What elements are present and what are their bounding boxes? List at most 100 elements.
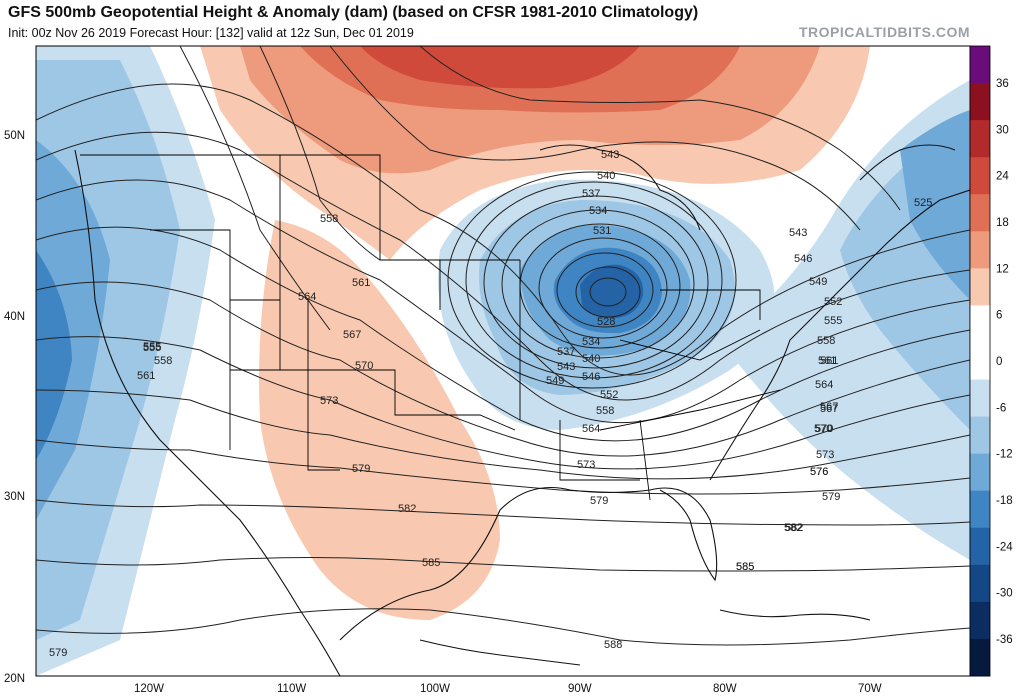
coastlines bbox=[74, 144, 970, 676]
contour-label: 561 bbox=[820, 355, 838, 367]
colorbar-label: -36 bbox=[996, 634, 1013, 646]
latitude-axis: 50N 40N 30N 20N bbox=[4, 130, 25, 685]
contour-label: 546 bbox=[582, 371, 600, 383]
colorbar-label: -24 bbox=[996, 541, 1013, 553]
contour-label: 543 bbox=[789, 227, 807, 239]
contour-label: 531 bbox=[593, 225, 611, 237]
contour-label: 564 bbox=[582, 423, 600, 435]
contour-label: 579 bbox=[49, 647, 67, 659]
colorbar-swatch bbox=[970, 527, 990, 566]
contour-label: 564 bbox=[815, 379, 833, 391]
colorbar-swatch bbox=[970, 46, 990, 84]
contour-label: 558 bbox=[596, 405, 614, 417]
contour-labels: 543 540 537 534 531 528 534 537 540 543 … bbox=[49, 149, 932, 659]
contour-label: 525 bbox=[914, 197, 932, 209]
colorbar-swatch bbox=[970, 601, 990, 640]
colorbar-swatch bbox=[970, 490, 990, 529]
lon-label: 80W bbox=[713, 683, 737, 695]
lon-label: 90W bbox=[568, 683, 592, 695]
colorbar-label: 36 bbox=[996, 78, 1009, 90]
contour-label: 570 bbox=[815, 423, 833, 435]
colorbar-swatch bbox=[970, 416, 990, 455]
contour-label: 540 bbox=[582, 353, 600, 365]
colorbar-swatch bbox=[970, 194, 990, 232]
contour-label: 567 bbox=[820, 401, 838, 413]
contour-label: 558 bbox=[817, 335, 835, 347]
contour-label: 558 bbox=[154, 355, 172, 367]
lat-label: 30N bbox=[4, 491, 25, 503]
contour-label: 579 bbox=[822, 491, 840, 503]
site-watermark: TROPICALTIDBITS.COM bbox=[798, 24, 970, 40]
contour-label: 540 bbox=[597, 170, 615, 182]
contour-label: 564 bbox=[298, 291, 316, 303]
colorbar-label: 24 bbox=[996, 171, 1009, 183]
colorbar-label: -18 bbox=[996, 495, 1013, 507]
colorbar-label: 6 bbox=[996, 310, 1002, 322]
contour-label: 582 bbox=[784, 522, 802, 534]
longitude-axis: 120W 110W 100W 90W 80W 70W bbox=[134, 683, 882, 695]
contour-label: 582 bbox=[785, 522, 803, 534]
contour-label: 534 bbox=[589, 205, 607, 217]
state-boundaries bbox=[80, 154, 781, 501]
colorbar-label: -6 bbox=[996, 402, 1006, 414]
contour-label: 579 bbox=[352, 463, 370, 475]
colorbar-swatch bbox=[970, 342, 990, 381]
contour-label: 534 bbox=[582, 336, 600, 348]
contour-label: 573 bbox=[816, 449, 834, 461]
contour-label: 576 bbox=[810, 466, 828, 478]
contour-label: 555 bbox=[143, 342, 161, 354]
colorbar: 36 30 24 18 12 6 0 -6 -12 -18 -24 -30 -36 bbox=[969, 45, 1013, 677]
contour-label: 579 bbox=[590, 495, 608, 507]
colorbar-swatch bbox=[970, 83, 990, 121]
contour-label: 552 bbox=[824, 296, 842, 308]
lon-label: 110W bbox=[277, 683, 306, 695]
colorbar-swatch bbox=[970, 231, 990, 269]
colorbar-swatch bbox=[970, 379, 990, 418]
colorbar-swatch bbox=[970, 453, 990, 492]
contour-label: 573 bbox=[320, 395, 338, 407]
contour-label: 549 bbox=[546, 375, 564, 387]
contour-label: 555 bbox=[824, 315, 842, 327]
lat-label: 50N bbox=[4, 130, 25, 142]
colorbar-swatch bbox=[970, 120, 990, 158]
contour-label: 537 bbox=[557, 346, 575, 358]
contour-label: 558 bbox=[320, 213, 338, 225]
colorbar-label: 0 bbox=[996, 356, 1002, 368]
colorbar-swatch bbox=[970, 564, 990, 603]
lon-label: 100W bbox=[420, 683, 450, 695]
contour-label: 543 bbox=[557, 361, 575, 373]
lon-label: 120W bbox=[134, 683, 164, 695]
contour-label: 573 bbox=[577, 459, 595, 471]
contour-label: 582 bbox=[398, 503, 416, 515]
contour-label: 585 bbox=[736, 561, 754, 573]
contour-label: 561 bbox=[352, 277, 370, 289]
contour-label: 570 bbox=[355, 360, 373, 372]
contour-label: 561 bbox=[137, 370, 155, 382]
colorbar-swatch bbox=[970, 305, 990, 343]
contour-label: 567 bbox=[343, 329, 361, 341]
lon-label: 70W bbox=[858, 683, 882, 695]
map-subtitle: Init: 00z Nov 26 2019 Forecast Hour: [13… bbox=[8, 26, 414, 40]
colorbar-swatch bbox=[970, 157, 990, 195]
colorbar-label: 30 bbox=[996, 124, 1009, 136]
contour-label: 543 bbox=[601, 149, 619, 161]
colorbar-label: -12 bbox=[996, 449, 1013, 461]
colorbar-swatch bbox=[970, 268, 990, 306]
contour-label: 585 bbox=[422, 557, 440, 569]
map-title: GFS 500mb Geopotential Height & Anomaly … bbox=[8, 4, 699, 21]
lat-label: 20N bbox=[4, 673, 25, 685]
colorbar-label: 18 bbox=[996, 217, 1009, 229]
colorbar-swatch bbox=[970, 638, 990, 677]
colorbar-label: -30 bbox=[996, 588, 1013, 600]
contour-label: 537 bbox=[582, 188, 600, 200]
contour-label: 561 bbox=[818, 355, 836, 367]
contour-label: 585 bbox=[736, 561, 754, 573]
contour-label: 552 bbox=[600, 389, 618, 401]
contour-label: 576 bbox=[810, 466, 828, 478]
contour-label: 528 bbox=[597, 316, 615, 328]
contour-label: 555 bbox=[143, 341, 161, 353]
lat-label: 40N bbox=[4, 311, 25, 323]
contour-label: 567 bbox=[820, 403, 838, 415]
colorbar-label: 12 bbox=[996, 263, 1009, 275]
